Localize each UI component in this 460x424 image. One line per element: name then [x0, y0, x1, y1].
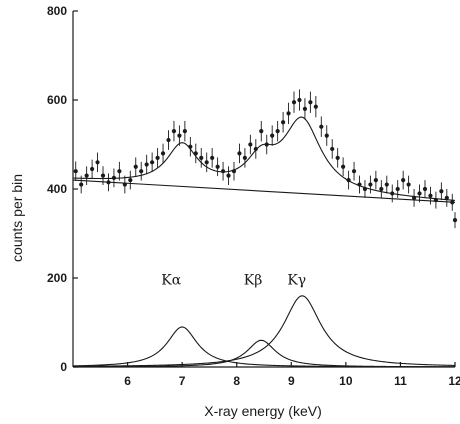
- data-point: [160, 151, 166, 156]
- data-point: [166, 137, 171, 143]
- background-line: [72, 179, 456, 203]
- data-point: [128, 178, 133, 183]
- component-curve: [72, 326, 456, 368]
- data-point: [182, 129, 187, 134]
- data-point: [417, 191, 422, 196]
- data-point: [73, 169, 78, 174]
- data-point: [193, 151, 198, 156]
- component-curve: [73, 339, 455, 368]
- y-tick-label: 800: [47, 4, 67, 18]
- data-point: [144, 162, 149, 167]
- data-point: [330, 146, 335, 152]
- x-tick-label: 12: [448, 374, 460, 388]
- peak-label: Kγ: [287, 273, 306, 289]
- data-point: [188, 144, 193, 149]
- peak-label: Kα: [161, 273, 181, 289]
- peak-label: Kβ: [244, 273, 263, 289]
- data-point: [281, 120, 286, 125]
- x-tick-label: 9: [288, 374, 295, 388]
- data-point: [308, 100, 313, 105]
- data-point: [433, 198, 438, 203]
- data-point: [286, 111, 291, 116]
- data-point: [422, 186, 428, 192]
- data-point: [264, 142, 269, 147]
- data-point: [133, 164, 138, 169]
- data-point: [220, 169, 226, 174]
- data-point: [155, 155, 160, 160]
- data-point: [253, 146, 258, 152]
- data-point: [199, 155, 204, 160]
- data-point: [351, 169, 357, 174]
- data-point: [368, 182, 373, 187]
- data-point: [341, 164, 346, 169]
- data-point: [111, 175, 117, 180]
- data-point: [373, 178, 378, 183]
- data-point: [384, 182, 389, 187]
- data-point: [411, 195, 417, 200]
- data-point: [401, 178, 406, 183]
- component-curve: [72, 295, 456, 367]
- data-point: [362, 186, 368, 192]
- data-point: [150, 160, 155, 165]
- data-point: [291, 100, 297, 105]
- data-point: [302, 106, 308, 111]
- data-point: [90, 166, 95, 172]
- y-tick-label: 400: [47, 182, 67, 196]
- x-tick-label: 8: [233, 374, 240, 388]
- x-tick-label: 10: [339, 374, 353, 388]
- data-point: [450, 200, 455, 205]
- data-point: [215, 164, 220, 169]
- y-tick-label: 200: [47, 271, 67, 285]
- data-point: [452, 218, 458, 223]
- data-point: [270, 133, 275, 138]
- data-point: [259, 129, 264, 134]
- data-point: [439, 189, 444, 194]
- data-point: [444, 195, 449, 200]
- data-point: [297, 97, 302, 103]
- data-point: [395, 186, 400, 192]
- data-point: [379, 186, 384, 192]
- data-point: [139, 169, 144, 174]
- data-point: [79, 182, 84, 187]
- data-point: [346, 178, 351, 183]
- y-tick-label: 600: [47, 93, 67, 107]
- data-point: [226, 173, 231, 178]
- y-axis-title: counts per bin: [9, 174, 25, 262]
- data-point: [275, 129, 280, 134]
- data-point: [231, 169, 237, 174]
- x-tick-label: 7: [179, 374, 186, 388]
- data-point: [357, 182, 362, 187]
- x-axis-title: X-ray energy (keV): [204, 403, 321, 419]
- data-point: [204, 160, 209, 165]
- data-point: [324, 133, 329, 138]
- plot-area: 0 200 400 600 800 6 7 8 9 10 11 12: [47, 4, 460, 388]
- x-tick-label: 11: [394, 374, 407, 388]
- peak-labels: Kα Kβ Kγ: [161, 273, 306, 289]
- data-point: [84, 173, 89, 178]
- data-point: [242, 155, 247, 160]
- data-point: [406, 182, 411, 187]
- x-tick-label: 6: [124, 374, 131, 388]
- data-point: [210, 155, 215, 160]
- data-point: [122, 182, 127, 187]
- data-point: [319, 124, 324, 129]
- data-point: [248, 142, 253, 147]
- y-tick-label: 0: [60, 360, 67, 374]
- data-point: [106, 180, 111, 185]
- data-point: [237, 151, 242, 156]
- data-point: [428, 193, 433, 198]
- data-point: [335, 155, 340, 160]
- data-point: [177, 133, 182, 138]
- data-point: [313, 104, 318, 109]
- data-point: [171, 129, 177, 134]
- data-point: [100, 173, 106, 178]
- data-point: [117, 169, 122, 174]
- data-point: [390, 191, 395, 196]
- data-point: [95, 160, 100, 165]
